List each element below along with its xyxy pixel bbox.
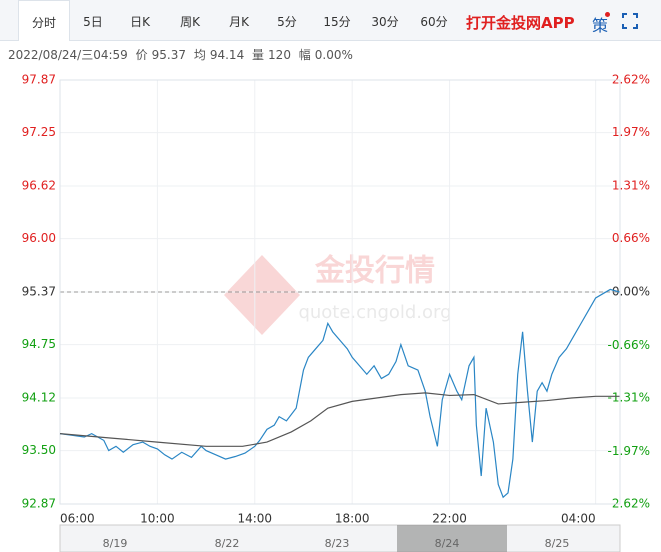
label: 价 [135, 48, 148, 62]
y2-tick-label: 1.31% [612, 179, 650, 193]
series-line [59, 288, 620, 499]
tab[interactable]: 分时 [18, 0, 70, 41]
navigator-window[interactable] [397, 525, 507, 552]
volume: 120 [268, 48, 291, 62]
tab[interactable]: 5日 [83, 15, 103, 29]
y-tick-label: 94.12 [22, 391, 56, 405]
tab[interactable]: 15分 [323, 15, 351, 29]
label: 量 [252, 48, 265, 62]
label: 均 [193, 48, 206, 62]
watermark-url: quote.cngold.org [298, 302, 451, 323]
y2-tick-label: -1.97% [608, 444, 650, 458]
y-tick-label: 96.00 [22, 231, 56, 245]
series-line [59, 392, 620, 447]
tab[interactable]: 30分 [371, 15, 399, 29]
tab-bar: 分时 5日 日K 周K 月K 5分 15分 30分 60分 打开金投网APP 策 [0, 0, 661, 41]
label: 幅 [298, 48, 311, 62]
y2-tick-label: 2.62% [612, 73, 650, 87]
y2-tick-label: 0.00% [612, 285, 650, 299]
tab[interactable]: 月K [229, 15, 249, 29]
datetime: 2022/08/24/三04:59 [8, 48, 128, 62]
y2-tick-label: 1.97% [612, 125, 650, 139]
watermark-title: 金投行情 [314, 254, 435, 289]
y-tick-label: 96.62 [22, 179, 56, 193]
tab[interactable]: 日K [130, 15, 150, 29]
navigator-date: 8/24 [435, 537, 460, 550]
navigator-date: 8/19 [103, 537, 128, 550]
navigator-date: 8/22 [215, 537, 240, 550]
navigator-date: 8/25 [545, 537, 570, 550]
info-bar: 2022/08/24/三04:59 价 95.37 均 94.14 量 120 幅 0.… [8, 46, 357, 63]
tab[interactable]: 5分 [277, 15, 297, 29]
y-tick-label: 97.87 [22, 73, 56, 87]
x-tick-label: 14:00 [237, 512, 272, 526]
strategy-button[interactable]: 策 [592, 16, 609, 35]
y2-tick-label: -2.62% [608, 497, 650, 511]
y2-tick-label: 0.66% [612, 231, 650, 245]
chart: 金投行情 quote.cngold.org 92.87 93.50 94.12 94.… [22, 73, 650, 552]
x-tick-label: 06:00 [60, 512, 95, 526]
avg: 94.14 [209, 48, 245, 62]
badge [605, 12, 610, 17]
tab[interactable]: 周K [180, 15, 200, 29]
plot-frame [59, 79, 621, 505]
x-tick-label: 22:00 [432, 512, 467, 526]
y-tick-label: 92.87 [22, 497, 56, 511]
y-tick-label: 97.25 [22, 125, 56, 139]
y-tick-label: 93.50 [22, 443, 56, 457]
x-tick-label: 18:00 [335, 512, 370, 526]
navigator-date: 8/23 [325, 537, 350, 550]
x-tick-label: 04:00 [561, 512, 596, 526]
y-tick-label: 95.37 [22, 285, 56, 299]
tab[interactable]: 60分 [420, 15, 448, 29]
watermark: 金投行情 quote.cngold.org [224, 254, 452, 335]
app-link[interactable]: 打开金投网APP [466, 14, 575, 32]
y2-tick-label: -0.66% [608, 338, 650, 352]
x-tick-label: 10:00 [140, 512, 175, 526]
amplitude: 0.00% [314, 48, 353, 62]
y-tick-label: 94.75 [22, 337, 56, 351]
fullscreen-button[interactable] [622, 13, 638, 29]
y2-tick-label: -1.31% [608, 391, 650, 405]
price: 95.37 [151, 48, 186, 62]
navigator[interactable] [59, 524, 621, 552]
